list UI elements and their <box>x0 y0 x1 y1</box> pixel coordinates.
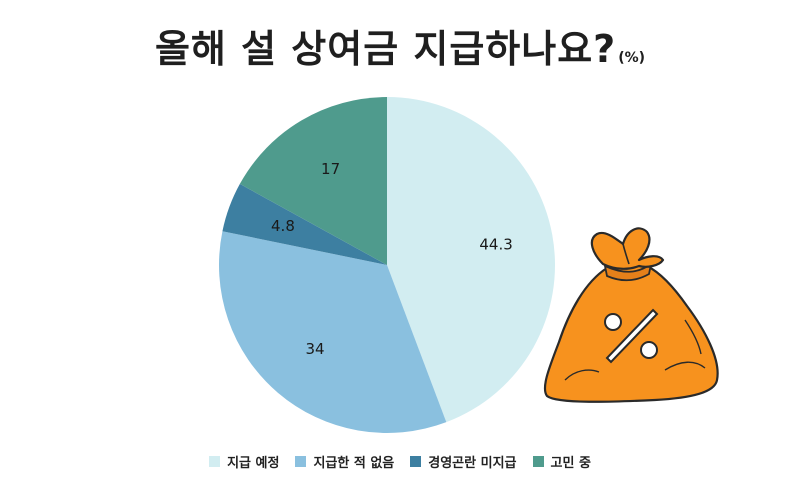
chart-title: 올해 설 상여금 지급하나요? (%) <box>0 18 800 73</box>
slice-value-label-1: 44.3 <box>479 236 512 254</box>
chart-legend: 지급 예정 지급한 적 없음 경영곤란 미지급 고민 중 <box>0 452 800 471</box>
legend-label: 지급 예정 <box>227 456 280 471</box>
pie-slice-1 <box>387 97 556 423</box>
money-bag-percent-icon <box>543 227 719 403</box>
legend-item-2: 지급한 적 없음 <box>295 452 394 471</box>
legend-swatch <box>209 456 221 467</box>
legend-swatch <box>532 456 544 467</box>
percent-circle-bottom <box>640 341 658 359</box>
legend-swatch <box>295 456 307 467</box>
slice-value-label-3: 4.8 <box>271 217 295 235</box>
chart-title-text: 올해 설 상여금 지급하나요? <box>154 27 617 71</box>
legend-item-1: 지급 예정 <box>209 452 279 471</box>
legend-item-4: 고민 중 <box>532 452 591 471</box>
legend-label: 고민 중 <box>550 456 591 471</box>
percent-slash <box>605 308 659 364</box>
chart-unit-label: (%) <box>618 50 646 66</box>
pie-slice-3 <box>222 183 387 265</box>
legend-swatch <box>410 456 422 467</box>
legend-label: 지급한 적 없음 <box>313 456 395 471</box>
percent-circle-top <box>604 313 622 331</box>
legend-item-3: 경영곤란 미지급 <box>410 452 517 471</box>
slice-value-label-2: 34 <box>306 340 325 358</box>
pie-slice-2 <box>218 231 447 433</box>
pie-chart: 44.3 34 4.8 17 <box>218 96 556 433</box>
pie-slice-4 <box>239 96 387 265</box>
legend-label: 경영곤란 미지급 <box>428 456 517 471</box>
slice-value-label-4: 17 <box>321 160 340 178</box>
